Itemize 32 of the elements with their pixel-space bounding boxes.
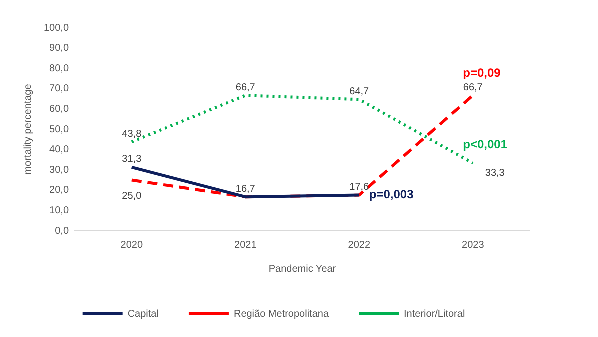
x-axis-title: Pandemic Year bbox=[268, 264, 337, 275]
y-tick-label: 70,0 bbox=[50, 84, 70, 95]
y-tick-label: 60,0 bbox=[50, 104, 70, 115]
legend-label: Interior/Litoral bbox=[404, 308, 466, 320]
annotation: p=0,09 bbox=[463, 66, 502, 80]
legend-label: Região Metropolitana bbox=[234, 308, 330, 320]
data-label: 25,0 bbox=[122, 191, 142, 202]
data-label: 66,7 bbox=[463, 82, 484, 94]
x-tick-label: 2021 bbox=[234, 240, 258, 251]
annotation: p=0,003 bbox=[369, 188, 414, 202]
y-tick-label: 80,0 bbox=[50, 63, 70, 74]
y-tick-label: 0,0 bbox=[55, 226, 70, 237]
data-label: 66,7 bbox=[236, 82, 256, 94]
data-label: 33,3 bbox=[485, 168, 506, 180]
x-tick-label: 2020 bbox=[120, 240, 144, 251]
data-label: 17,6 bbox=[350, 182, 370, 194]
data-label: 43,8 bbox=[122, 128, 142, 140]
x-tick-label: 2023 bbox=[462, 240, 485, 251]
data-label: 64,7 bbox=[350, 86, 370, 98]
y-tick-label: 40,0 bbox=[50, 144, 70, 156]
y-tick-label: 50,0 bbox=[50, 124, 70, 136]
y-tick-label: 10,0 bbox=[50, 205, 70, 216]
y-tick-label: 30,0 bbox=[50, 164, 70, 176]
y-tick-label: 100,0 bbox=[44, 22, 70, 34]
y-axis-title: mortality percentage bbox=[22, 84, 34, 175]
data-label: 16,7 bbox=[236, 184, 256, 195]
y-tick-label: 20,0 bbox=[50, 185, 70, 196]
annotation: p<0,001 bbox=[463, 138, 508, 152]
x-tick-label: 2022 bbox=[348, 240, 371, 251]
data-label: 31,3 bbox=[122, 154, 142, 166]
legend-label: Capital bbox=[128, 308, 159, 320]
y-tick-label: 90,0 bbox=[50, 43, 70, 54]
